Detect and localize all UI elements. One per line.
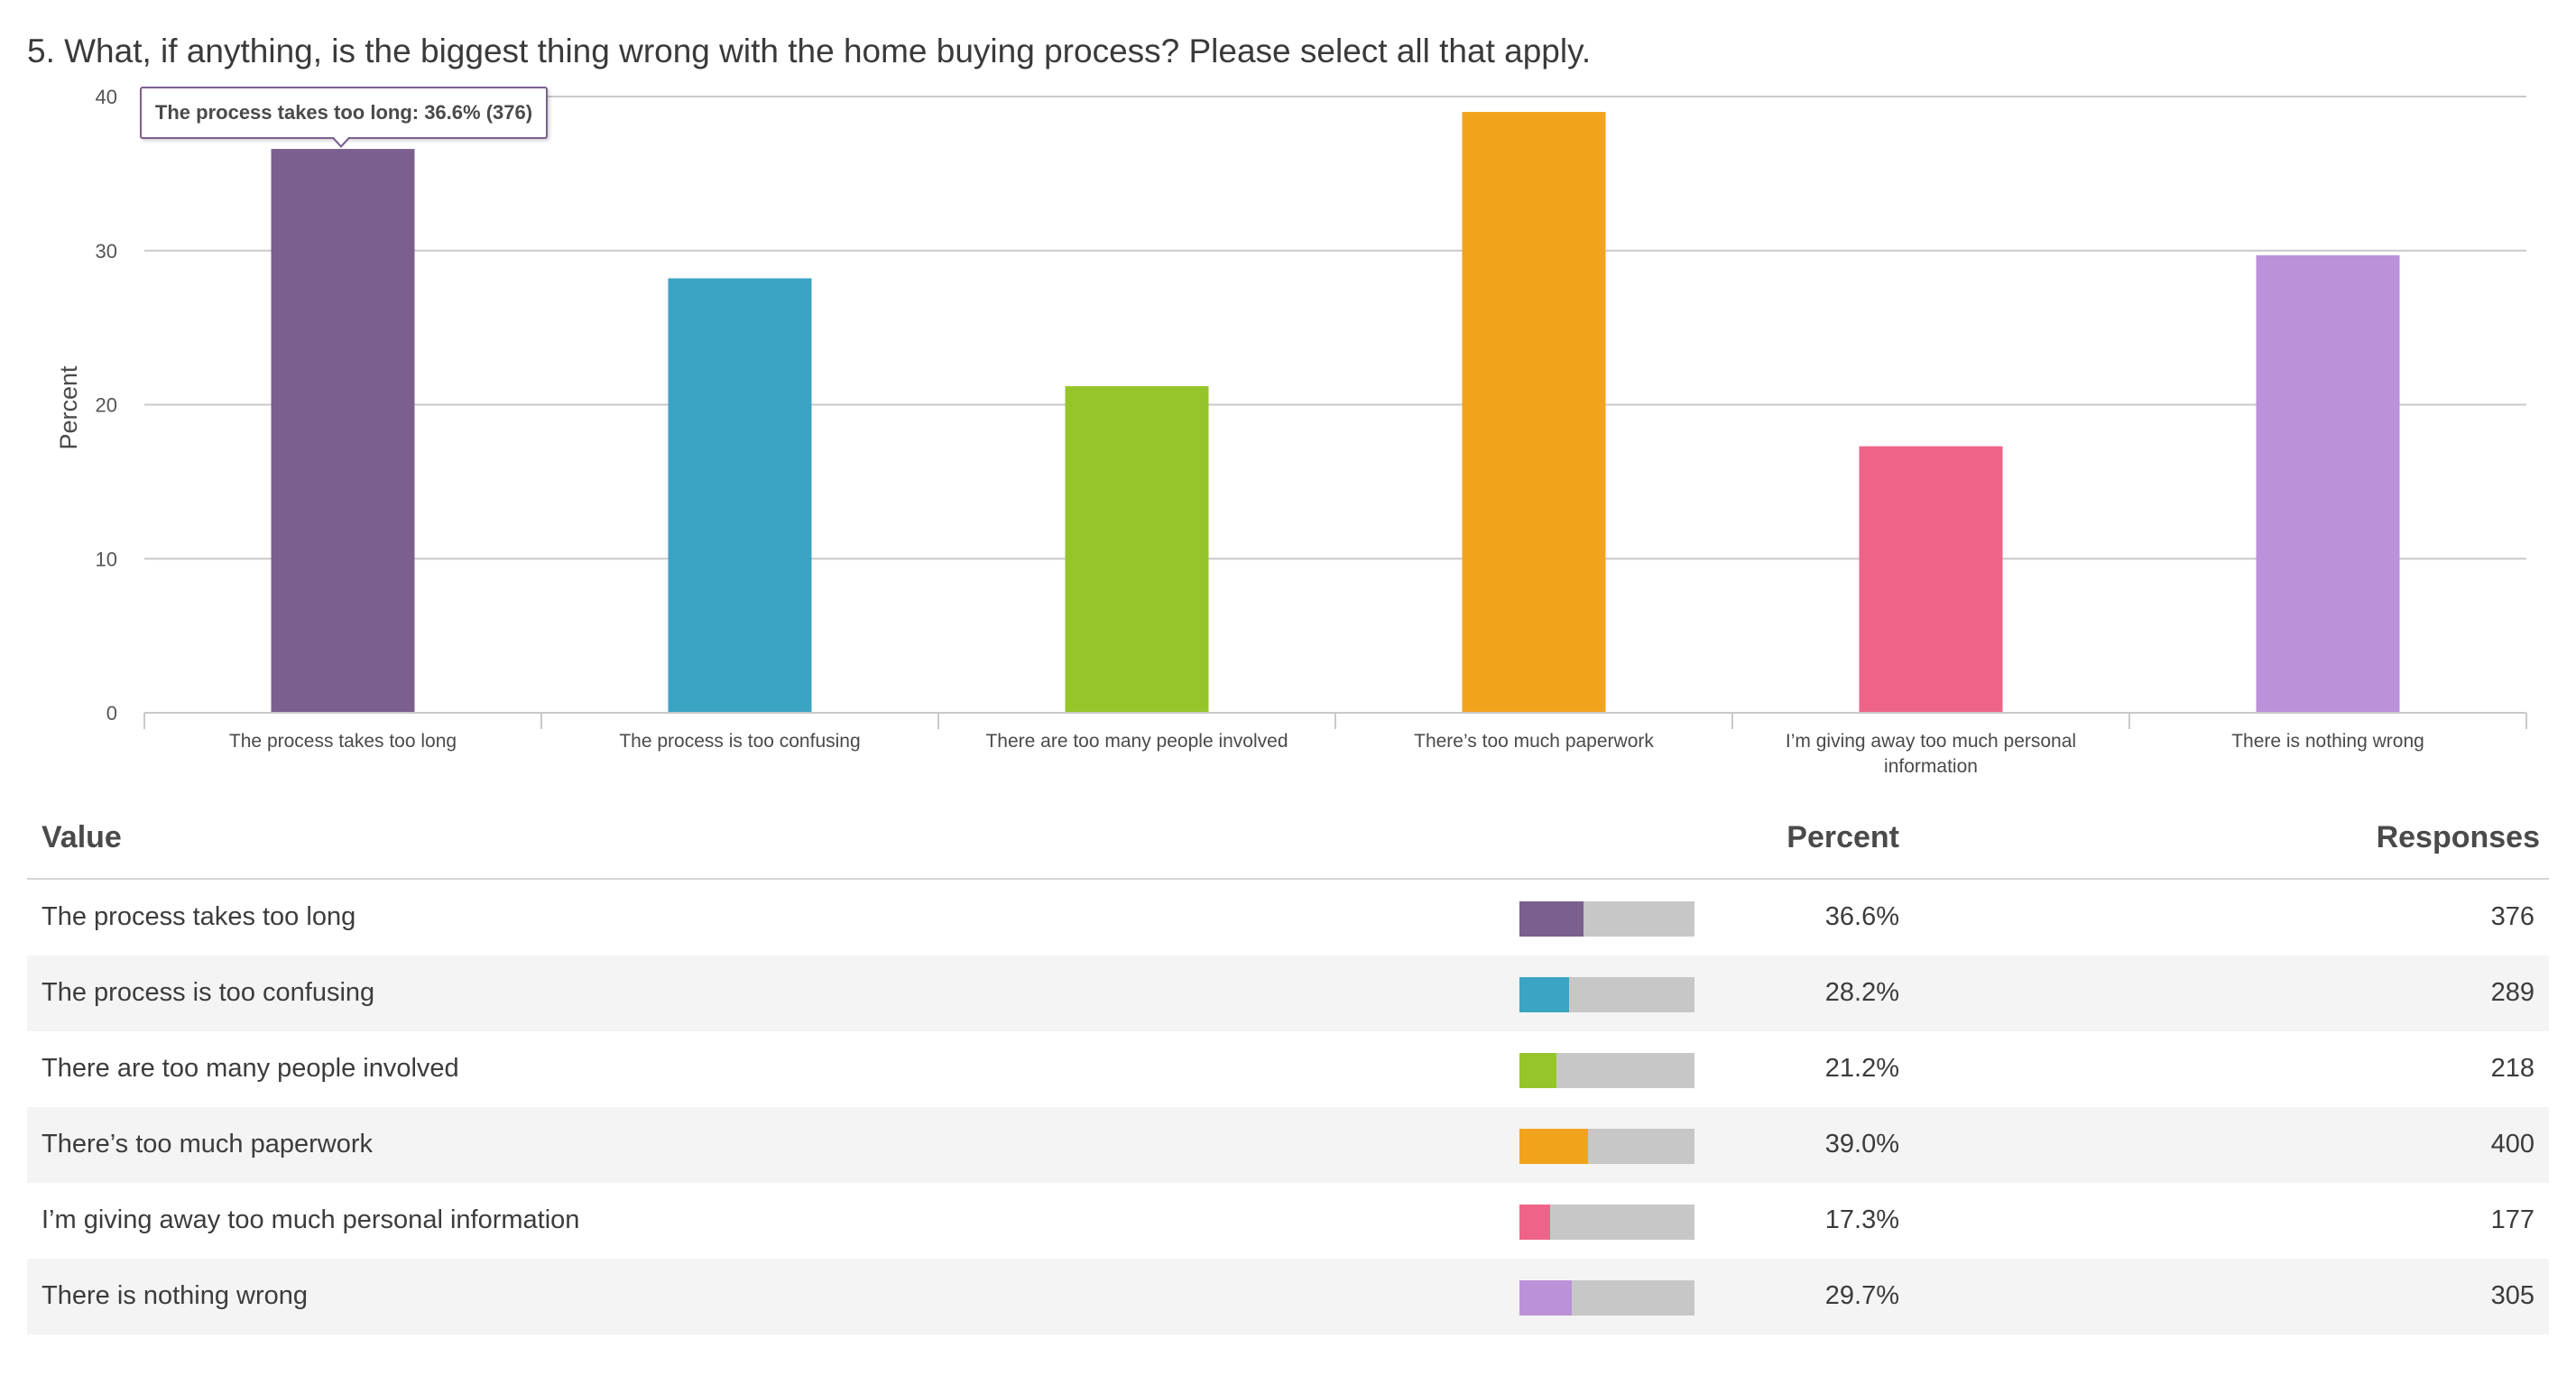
bar-4: [1462, 112, 1606, 713]
row-responses: 305: [2490, 1281, 2534, 1310]
percent-bar-fill: [1519, 901, 1583, 937]
percent-bar: [1519, 901, 1694, 937]
row-responses: 218: [2490, 1054, 2534, 1083]
y-axis-label: Percent: [55, 365, 82, 450]
y-tick-label: 30: [96, 240, 117, 263]
table-row: There is nothing wrong 29.7% 305: [27, 1259, 2549, 1334]
table-row: I’m giving away too much personal inform…: [27, 1183, 2549, 1259]
table-row: The process takes too long 36.6% 376: [27, 880, 2549, 956]
percent-bar: [1519, 1205, 1694, 1240]
percent-bar: [1519, 977, 1694, 1012]
row-percent: 39.0%: [1824, 1130, 1899, 1159]
bar-2: [668, 278, 812, 713]
row-label: I’m giving away too much personal inform…: [42, 1205, 580, 1234]
header-percent[interactable]: Percent: [1787, 820, 1899, 854]
x-tick-label: I’m giving away too much personal: [1786, 731, 2076, 752]
row-percent: 17.3%: [1824, 1205, 1899, 1234]
table-body: The process takes too long 36.6% 376 The pr…: [27, 880, 2549, 1334]
bar-tooltip: The process takes too long: 36.6% (376): [140, 87, 548, 139]
bar-6: [2256, 254, 2400, 713]
percent-bar: [1519, 1053, 1694, 1088]
results-table: Value Percent Responses The process take…: [27, 808, 2549, 1334]
percent-bar-fill: [1519, 1129, 1588, 1164]
table-header: Value Percent Responses: [27, 808, 2549, 880]
row-responses: 177: [2490, 1205, 2534, 1234]
header-value[interactable]: Value: [42, 820, 122, 854]
row-label: The process takes too long: [42, 902, 356, 931]
chart-bars: [271, 112, 2400, 713]
row-percent: 29.7%: [1824, 1281, 1899, 1310]
percent-bar: [1519, 1280, 1694, 1316]
row-responses: 376: [2490, 902, 2534, 931]
x-tick-label: The process takes too long: [229, 731, 457, 752]
x-tick-label: The process is too confusing: [619, 731, 860, 752]
row-percent: 36.6%: [1824, 902, 1899, 931]
tooltip-arrow-inner: [333, 136, 349, 145]
x-axis: The process takes too long The process is…: [143, 712, 2527, 777]
row-label: There are too many people involved: [42, 1054, 459, 1083]
row-percent: 21.2%: [1824, 1054, 1899, 1083]
table-row: The process is too confusing 28.2% 289: [27, 956, 2549, 1031]
row-percent: 28.2%: [1824, 978, 1899, 1007]
percent-bar-fill: [1519, 1205, 1550, 1240]
table-row: There’s too much paperwork 39.0% 400: [27, 1107, 2549, 1183]
y-tick-label: 20: [96, 394, 117, 417]
percent-bar-fill: [1519, 1280, 1572, 1316]
row-label: There’s too much paperwork: [42, 1130, 373, 1159]
chart-gridlines: [144, 96, 2526, 560]
bar-chart: 0 10 20 30 40 Percent The process takes too …: [55, 86, 2527, 777]
x-tick-label: There is nothing wrong: [2231, 731, 2424, 752]
row-responses: 400: [2490, 1130, 2534, 1159]
x-tick-label: There’s too much paperwork: [1414, 731, 1654, 752]
y-tick-label: 0: [106, 702, 117, 725]
percent-bar-fill: [1519, 977, 1569, 1012]
question-title: 5. What, if anything, is the biggest thi…: [27, 32, 1592, 69]
row-label: The process is too confusing: [42, 978, 375, 1007]
table-row: There are too many people involved 21.2% 2…: [27, 1031, 2549, 1107]
y-axis-ticks: 0 10 20 30 40: [96, 86, 117, 725]
percent-bar-fill: [1519, 1053, 1557, 1088]
bar-1: [271, 149, 415, 713]
x-tick-label: information: [1884, 756, 1978, 777]
header-responses[interactable]: Responses: [2376, 820, 2540, 854]
bar-5: [1859, 446, 2003, 713]
row-label: There is nothing wrong: [42, 1281, 308, 1310]
y-tick-label: 40: [96, 86, 117, 108]
x-tick-label: There are too many people involved: [985, 731, 1288, 752]
bar-3: [1065, 386, 1209, 713]
row-responses: 289: [2490, 978, 2534, 1007]
y-tick-label: 10: [96, 548, 117, 570]
percent-bar: [1519, 1129, 1694, 1164]
